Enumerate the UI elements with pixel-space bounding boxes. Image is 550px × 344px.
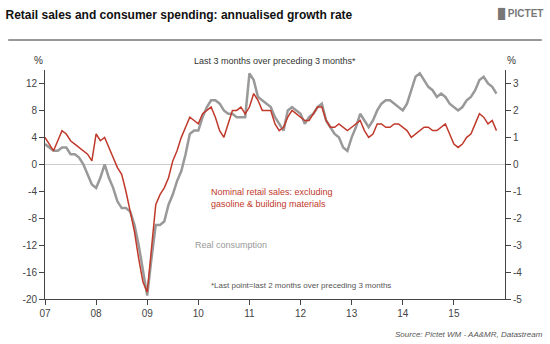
svg-text:11: 11 [244, 308, 255, 319]
svg-text:-2: -2 [513, 213, 522, 224]
svg-text:Last 3 months over preceding 3: Last 3 months over preceding 3 months* [194, 56, 356, 66]
svg-text:12: 12 [295, 308, 307, 319]
svg-text:0: 0 [31, 159, 37, 170]
svg-text:-3: -3 [513, 240, 522, 251]
svg-text:15: 15 [448, 308, 460, 319]
svg-text:█ PICTET: █ PICTET [498, 7, 543, 21]
svg-text:Real consumption: Real consumption [195, 240, 267, 250]
svg-text:13: 13 [346, 308, 358, 319]
svg-text:Retail sales and consumer spen: Retail sales and consumer spending: annu… [6, 8, 353, 22]
svg-text:-12: -12 [23, 240, 38, 251]
svg-text:-1: -1 [513, 186, 522, 197]
svg-text:%: % [34, 55, 43, 66]
svg-text:08: 08 [91, 308, 103, 319]
svg-text:Source: Pictet WM - AA&MR, Dat: Source: Pictet WM - AA&MR, Datastream [395, 330, 543, 339]
svg-text:12: 12 [26, 78, 38, 89]
svg-text:0: 0 [513, 159, 519, 170]
svg-text:07: 07 [39, 308, 51, 319]
svg-text:-4: -4 [513, 267, 522, 278]
svg-text:-5: -5 [513, 294, 522, 305]
svg-text:8: 8 [31, 105, 37, 116]
svg-text:2: 2 [513, 105, 519, 116]
svg-text:-16: -16 [23, 267, 38, 278]
svg-text:-4: -4 [28, 186, 37, 197]
svg-text:Nominal retail sales: excludin: Nominal retail sales: excludinggasoline … [211, 187, 333, 209]
svg-text:*Last point=last 2 months over: *Last point=last 2 months over preceding… [211, 281, 391, 290]
svg-text:4: 4 [31, 132, 37, 143]
svg-text:14: 14 [397, 308, 409, 319]
svg-text:-20: -20 [23, 294, 38, 305]
svg-text:3: 3 [513, 78, 519, 89]
svg-text:09: 09 [142, 308, 154, 319]
svg-text:1: 1 [513, 132, 519, 143]
svg-text:%: % [507, 55, 516, 66]
svg-text:-8: -8 [28, 213, 37, 224]
svg-text:10: 10 [193, 308, 205, 319]
